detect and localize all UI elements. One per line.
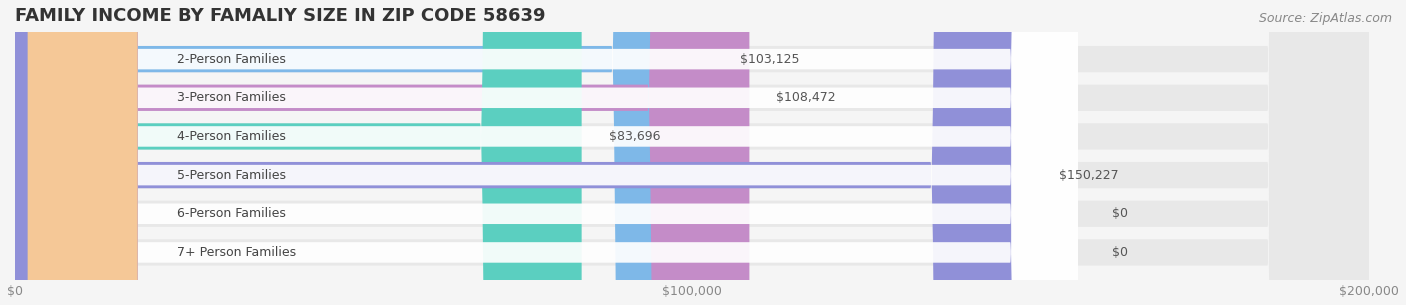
FancyBboxPatch shape bbox=[15, 0, 749, 305]
FancyBboxPatch shape bbox=[28, 0, 1078, 305]
Circle shape bbox=[28, 0, 136, 305]
Text: $0: $0 bbox=[1112, 207, 1128, 220]
FancyBboxPatch shape bbox=[28, 0, 1078, 305]
FancyBboxPatch shape bbox=[15, 0, 1369, 305]
FancyBboxPatch shape bbox=[28, 0, 1078, 305]
Text: $0: $0 bbox=[1112, 246, 1128, 259]
FancyBboxPatch shape bbox=[28, 0, 1078, 305]
FancyBboxPatch shape bbox=[28, 0, 1078, 305]
Circle shape bbox=[28, 0, 136, 305]
Text: 5-Person Families: 5-Person Families bbox=[177, 169, 287, 181]
Text: Source: ZipAtlas.com: Source: ZipAtlas.com bbox=[1258, 12, 1392, 25]
Text: $83,696: $83,696 bbox=[609, 130, 661, 143]
Text: 3-Person Families: 3-Person Families bbox=[177, 91, 287, 104]
Circle shape bbox=[28, 0, 136, 305]
Text: $108,472: $108,472 bbox=[776, 91, 837, 104]
Circle shape bbox=[28, 0, 136, 305]
Text: FAMILY INCOME BY FAMALIY SIZE IN ZIP CODE 58639: FAMILY INCOME BY FAMALIY SIZE IN ZIP COD… bbox=[15, 7, 546, 25]
Text: 6-Person Families: 6-Person Families bbox=[177, 207, 287, 220]
FancyBboxPatch shape bbox=[28, 0, 1078, 305]
FancyBboxPatch shape bbox=[15, 0, 713, 305]
FancyBboxPatch shape bbox=[15, 0, 1369, 305]
Text: 4-Person Families: 4-Person Families bbox=[177, 130, 287, 143]
Text: $103,125: $103,125 bbox=[741, 53, 800, 66]
Text: $150,227: $150,227 bbox=[1059, 169, 1119, 181]
Text: 2-Person Families: 2-Person Families bbox=[177, 53, 287, 66]
FancyBboxPatch shape bbox=[15, 0, 1369, 305]
FancyBboxPatch shape bbox=[15, 0, 1369, 305]
Circle shape bbox=[28, 0, 136, 305]
Text: 7+ Person Families: 7+ Person Families bbox=[177, 246, 297, 259]
FancyBboxPatch shape bbox=[15, 0, 1369, 305]
FancyBboxPatch shape bbox=[15, 0, 1369, 305]
Circle shape bbox=[28, 0, 136, 305]
FancyBboxPatch shape bbox=[15, 0, 1032, 305]
FancyBboxPatch shape bbox=[15, 0, 582, 305]
